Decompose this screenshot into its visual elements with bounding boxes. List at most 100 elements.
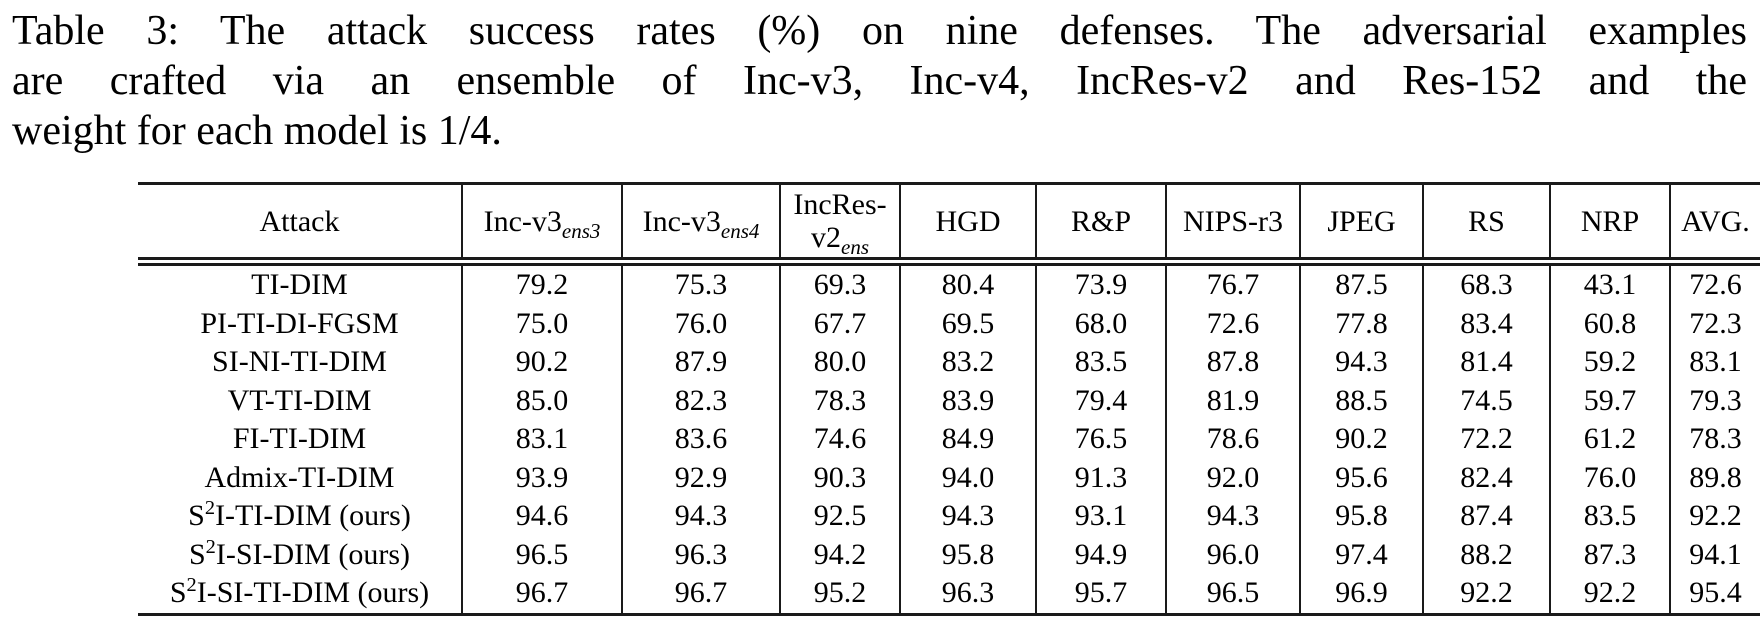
cell-value: 92.2 [1423, 574, 1551, 616]
cell-value: 95.7 [1036, 574, 1167, 616]
cell-value: 88.5 [1300, 381, 1424, 420]
cell-value: 95.6 [1300, 458, 1424, 497]
attack-name: VT-TI-DIM [138, 381, 463, 420]
cell-value: 43.1 [1550, 261, 1671, 305]
cell-value: 73.9 [1036, 261, 1167, 305]
cell-value: 68.3 [1423, 261, 1551, 305]
caption-line-3: weight for each model is 1/4. [12, 108, 502, 154]
cell-value: 78.3 [1689, 422, 1742, 456]
cell-value: 67.7 [780, 304, 901, 343]
cell-value: 96.3 [900, 574, 1037, 616]
attack-name: Admix-TI-DIM [138, 458, 463, 497]
cell-value: 90.2 [1300, 420, 1424, 459]
cell-value: 83.9 [900, 381, 1037, 420]
cell-value: 96.0 [1166, 535, 1301, 574]
cell-value: 72.2 [1423, 420, 1551, 459]
cell-value: 59.2 [1550, 343, 1671, 382]
cell-value: 83.1 [462, 420, 623, 459]
cell-value: 75.0 [462, 304, 623, 343]
cell-value: 87.5 [1300, 261, 1424, 305]
cell-value: 94.3 [622, 497, 781, 536]
cell-value: 83.6 [622, 420, 781, 459]
cell-value: 69.3 [780, 261, 901, 305]
cell-value: 83.2 [900, 343, 1037, 382]
cell-value: 87.8 [1166, 343, 1301, 382]
cell-value: 76.7 [1166, 261, 1301, 305]
cell-value: 78.3 [780, 381, 901, 420]
cell-value: 95.8 [900, 535, 1037, 574]
table-row: TI-DIM 79.2 75.3 69.3 80.4 73.9 76.7 87.5 68.3 43… [138, 261, 1760, 305]
cell-value: 74.6 [780, 420, 901, 459]
cell-value: 89.8 [1689, 460, 1742, 494]
attack-name: S2I-SI-DIM (ours) [138, 535, 463, 574]
cell-value: 90.3 [780, 458, 901, 497]
cell-value: 96.7 [622, 574, 781, 616]
table-caption: Table 3: The attack success rates (%) on… [0, 0, 1761, 156]
cell-value: 90.2 [462, 343, 623, 382]
cell-value: 68.0 [1036, 304, 1167, 343]
cell-value: 92.9 [622, 458, 781, 497]
cell-value: 93.1 [1036, 497, 1167, 536]
cell-value: 80.0 [780, 343, 901, 382]
table-body: TI-DIM 79.2 75.3 69.3 80.4 73.9 76.7 87.5 68.3 43… [138, 261, 1760, 616]
cell-value: 69.5 [900, 304, 1037, 343]
cell-value: 61.2 [1550, 420, 1671, 459]
cell-value: 92.5 [780, 497, 901, 536]
col-header-inc-v3-ens4: Inc-v3ens4 [622, 182, 781, 266]
cell-value: 83.5 [1036, 343, 1167, 382]
cell-value: 94.3 [1166, 497, 1301, 536]
cell-value: 96.9 [1300, 574, 1424, 616]
table-row: VT-TI-DIM 85.0 82.3 78.3 83.9 79.4 81.9 88.5 74.… [138, 381, 1760, 420]
cell-value: 91.3 [1036, 458, 1167, 497]
col-header-attack: Attack [138, 182, 463, 266]
attack-name: TI-DIM [138, 261, 463, 305]
cell-value: 95.2 [780, 574, 901, 616]
cell-value: 72.6 [1166, 304, 1301, 343]
cell-value: 74.5 [1423, 381, 1551, 420]
cell-value: 79.3 [1689, 383, 1742, 417]
col-header-inc-v3-ens3: Inc-v3ens3 [462, 182, 623, 266]
cell-value: 96.5 [462, 535, 623, 574]
col-header-nips-r3: NIPS-r3 [1166, 182, 1301, 266]
cell-value: 94.0 [900, 458, 1037, 497]
table-row: S2I-SI-TI-DIM (ours) 96.7 96.7 95.2 96.3 95.7… [138, 574, 1760, 616]
cell-value: 77.8 [1300, 304, 1424, 343]
cell-value: 97.4 [1300, 535, 1424, 574]
cell-value: 82.3 [622, 381, 781, 420]
cell-value: 88.2 [1423, 535, 1551, 574]
cell-value: 81.9 [1166, 381, 1301, 420]
col-header-rs: RS [1423, 182, 1551, 266]
attack-success-rates-table: Attack Inc-v3ens3 Inc-v3ens4 IncRes-v2ens HG… [138, 182, 1760, 616]
attack-name: FI-TI-DIM [138, 420, 463, 459]
cell-value: 94.3 [900, 497, 1037, 536]
table-header: Attack Inc-v3ens3 Inc-v3ens4 IncRes-v2ens HG… [138, 182, 1760, 266]
cell-value: 95.4 [1670, 574, 1760, 616]
cell-value: 92.0 [1166, 458, 1301, 497]
col-header-hgd: HGD [900, 182, 1037, 266]
cell-value: 94.9 [1036, 535, 1167, 574]
header-row: Attack Inc-v3ens3 Inc-v3ens4 IncRes-v2ens HG… [138, 182, 1760, 266]
cell-value: 60.8 [1550, 304, 1671, 343]
cell-value: 87.4 [1423, 497, 1551, 536]
cell-value: 94.2 [780, 535, 901, 574]
cell-value: 76.5 [1036, 420, 1167, 459]
table-row: PI-TI-DI-FGSM 75.0 76.0 67.7 69.5 68.0 72.6 77.… [138, 304, 1760, 343]
col-header-nrp: NRP [1550, 182, 1671, 266]
cell-value: 94.6 [462, 497, 623, 536]
table-row: S2I-TI-DIM (ours) 94.6 94.3 92.5 94.3 93.1 94.… [138, 497, 1760, 536]
cell-value: 83.4 [1423, 304, 1551, 343]
table-row: SI-NI-TI-DIM 90.2 87.9 80.0 83.2 83.5 87.8 94.3… [138, 343, 1760, 382]
cell-value: 96.7 [462, 574, 623, 616]
cell-value: 96.3 [622, 535, 781, 574]
cell-value: 83.1 [1689, 345, 1742, 379]
table-row: FI-TI-DIM 83.1 83.6 74.6 84.9 76.5 78.6 90.2 72.… [138, 420, 1760, 459]
cell-value: 76.0 [1550, 458, 1671, 497]
cell-value: 79.4 [1036, 381, 1167, 420]
cell-value: 92.2 [1689, 499, 1742, 533]
caption-line-2: are crafted via an ensemble of Inc-v3, I… [12, 58, 1747, 104]
col-header-jpeg: JPEG [1300, 182, 1424, 266]
cell-value: 82.4 [1423, 458, 1551, 497]
cell-value: 87.3 [1550, 535, 1671, 574]
cell-value: 76.0 [622, 304, 781, 343]
cell-value: 83.5 [1550, 497, 1671, 536]
